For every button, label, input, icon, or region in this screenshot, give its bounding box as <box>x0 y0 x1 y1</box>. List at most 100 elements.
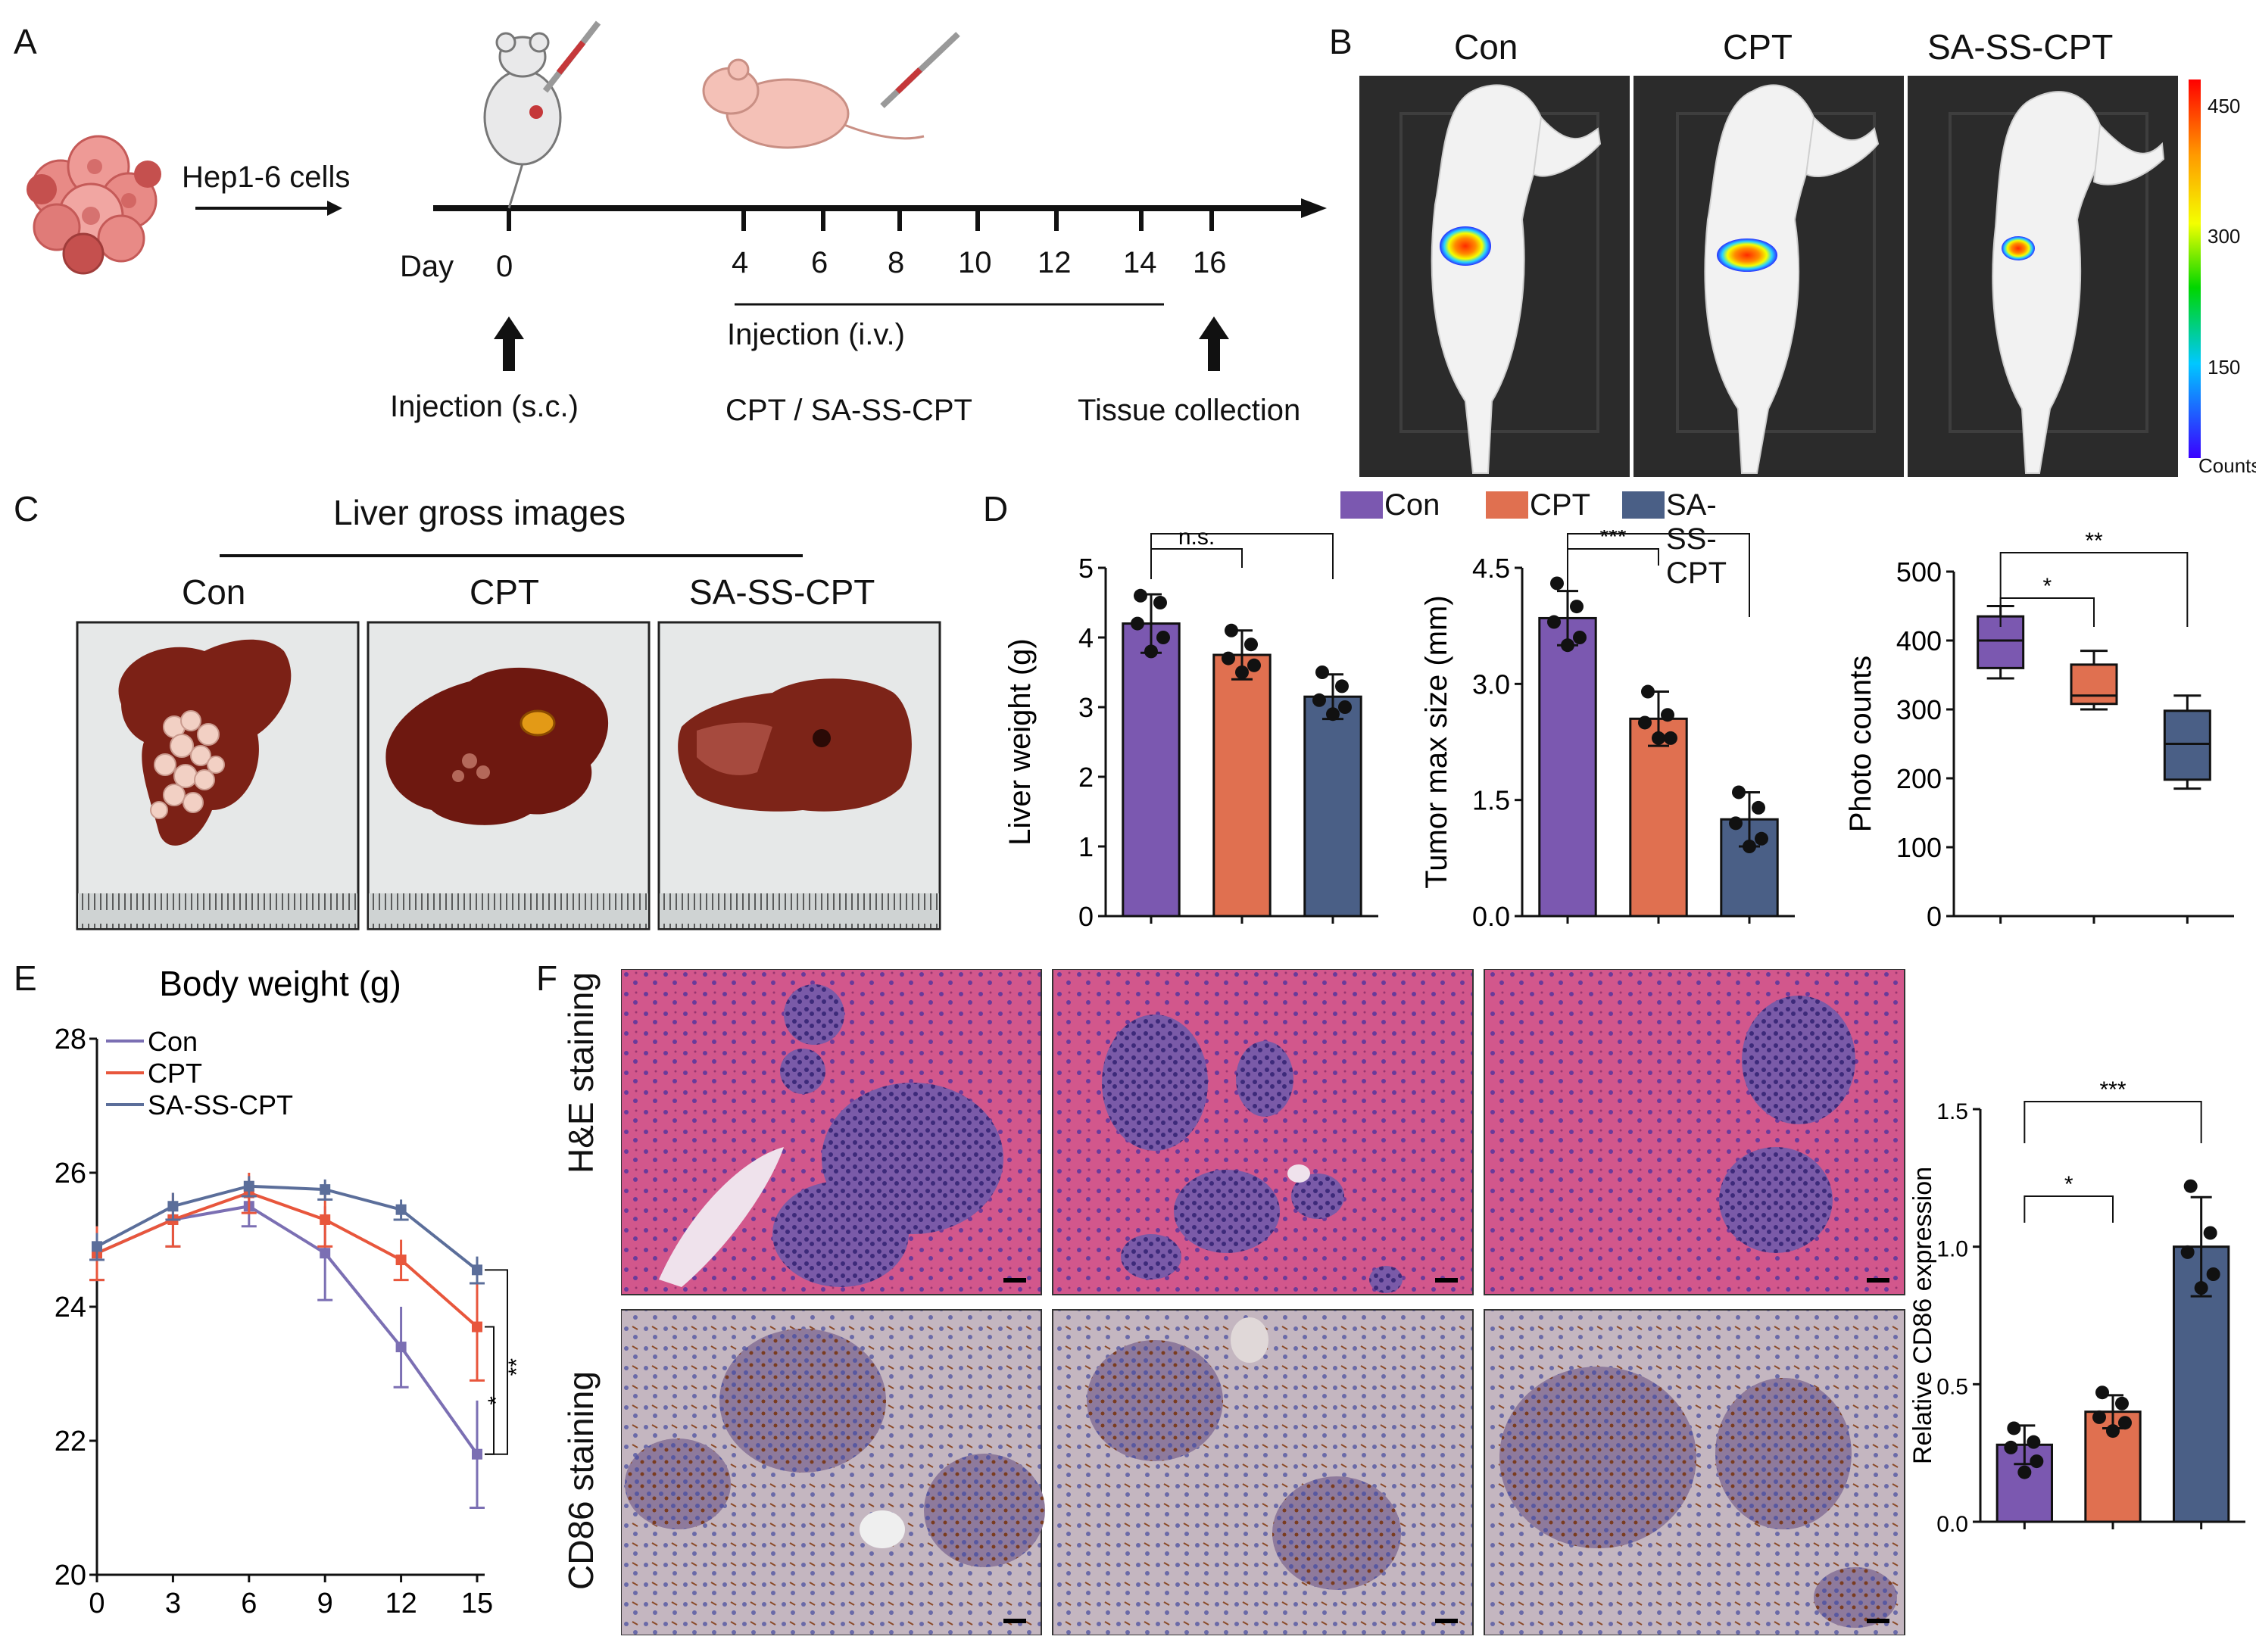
signal-cpt <box>1717 238 1777 272</box>
data-point <box>1641 684 1655 699</box>
data-point <box>1222 651 1235 665</box>
cd86-image-con <box>621 1309 1045 1635</box>
tumor-size-chart: 0.0 1.5 3.0 4.5 Tumor max size (mm) *** *** <box>1420 530 1795 932</box>
data-point <box>1315 665 1329 679</box>
day-tick: 0 <box>496 250 513 283</box>
colorbar-tick: 150 <box>2208 356 2241 379</box>
y-tick-label: 3 <box>1078 692 1094 723</box>
panel-label-c: C <box>14 489 39 528</box>
data-point <box>1664 731 1677 745</box>
significance-bracket <box>1150 533 1334 579</box>
he-image-sa-ss-cpt <box>1484 969 1905 1295</box>
day-tick: 14 <box>1123 246 1157 279</box>
body-weight-chart: Body weight (g) 20 22 24 26 28 0 3 6 9 12 15 ConCPTS… <box>55 964 529 1619</box>
y-tick-label: 400 <box>1896 625 1942 656</box>
data-point <box>395 1342 407 1353</box>
data-point <box>1335 679 1349 694</box>
row-label-he: H&E staining <box>561 972 601 1174</box>
data-point <box>2183 1179 2198 1193</box>
day-label: Day <box>400 250 454 283</box>
day-tick: 8 <box>888 246 905 279</box>
liver-weight-chart: 0 1 2 3 4 5 Liver weight (g) n.s. ** <box>1003 530 1378 932</box>
liver-photos <box>76 621 941 930</box>
y-tick-label: 2 <box>1078 762 1094 793</box>
y-tick-label: 200 <box>1896 763 1942 794</box>
legend-swatch-cpt <box>1486 491 1528 519</box>
series-line-sa-ss-cpt <box>96 1184 479 1271</box>
colorbar-tick: 300 <box>2208 225 2241 248</box>
data-point <box>243 1180 254 1192</box>
bar-cpt <box>1629 717 1688 918</box>
data-point <box>2115 1396 2129 1410</box>
significance-bracket <box>1567 533 1750 617</box>
imaging-group-label: Con <box>1454 27 1518 67</box>
legend-label: SA-SS-CPT <box>148 1089 293 1121</box>
data-point <box>2194 1281 2208 1295</box>
x-tick-label: 3 <box>165 1588 181 1619</box>
treatments-label: CPT / SA-SS-CPT <box>725 394 972 427</box>
legend-label: CPT <box>1530 488 1590 522</box>
data-point <box>1131 616 1144 631</box>
significance-label: * <box>2042 574 2052 599</box>
data-point <box>1550 576 1564 591</box>
tissue-collection-label: Tissue collection <box>1078 394 1301 427</box>
liver-group-label: SA-SS-CPT <box>689 572 875 612</box>
y-tick-label: 5 <box>1078 553 1094 584</box>
data-point <box>2206 1267 2220 1281</box>
imaging-group-label: CPT <box>1723 27 1793 67</box>
x-tick-label: 0 <box>89 1588 105 1619</box>
y-tick-label: 0 <box>1078 901 1094 932</box>
data-point <box>2017 1465 2032 1479</box>
injection-sc-label: Injection (s.c.) <box>390 390 579 423</box>
panel-c: Liver gross images Con CPT SA-SS-CPT <box>76 485 954 939</box>
panel-label-a: A <box>14 22 37 61</box>
y-axis-label: Relative CD86 expression <box>1908 1167 1937 1464</box>
panel-f: H&E staining CD86 staining <box>545 969 1908 1650</box>
data-point <box>2007 1421 2021 1435</box>
data-point <box>1144 644 1158 659</box>
chart-title: Body weight (g) <box>159 964 401 1003</box>
y-tick-label: 1.0 <box>1936 1237 1968 1262</box>
y-axis-label: Liver weight (g) <box>1003 638 1037 845</box>
significance-label: ** <box>2085 530 2103 553</box>
x-tick-label: 12 <box>385 1588 417 1619</box>
data-point <box>92 1241 102 1252</box>
bar-con <box>1538 616 1597 918</box>
significance-bracket <box>1999 552 2189 627</box>
box-sa-ss-cpt <box>2163 709 2211 781</box>
significance-label: *** <box>2099 1077 2126 1102</box>
data-point <box>2118 1416 2132 1430</box>
data-point <box>1752 800 1765 815</box>
data-point <box>2004 1440 2018 1454</box>
y-tick-label: 300 <box>1896 694 1942 725</box>
legend-label: SA-SS-CPT <box>1666 488 1727 590</box>
legend-label: CPT <box>148 1058 202 1089</box>
data-point <box>320 1184 331 1195</box>
he-image-con <box>621 969 1042 1295</box>
x-tick-label: 15 <box>461 1588 493 1619</box>
data-point <box>2180 1245 2195 1259</box>
colorbar <box>2189 79 2201 458</box>
cd86-image-sa-ss-cpt <box>1484 1309 1905 1635</box>
cell-cluster-icon <box>27 135 161 275</box>
significance-bracket <box>485 1326 495 1455</box>
y-tick-label: 26 <box>55 1158 86 1189</box>
y-tick-label: 20 <box>55 1560 86 1591</box>
significance-bracket <box>1567 548 1659 566</box>
data-point <box>1573 631 1587 644</box>
series-line-cpt <box>96 1191 479 1329</box>
significance-bracket <box>2024 1195 2114 1223</box>
signal-sa-ss-cpt <box>2002 236 2035 260</box>
significance-bracket <box>2024 1101 2202 1143</box>
liver-group-label: Con <box>182 572 246 612</box>
significance-label: * <box>2064 1172 2073 1197</box>
legend-swatch-con <box>1340 491 1383 519</box>
data-point <box>2030 1454 2044 1469</box>
y-tick-label: 1 <box>1078 831 1094 862</box>
data-point <box>1156 631 1170 644</box>
y-tick-label: 0.0 <box>1472 901 1510 932</box>
significance-label: ** <box>1233 530 1251 535</box>
data-point <box>2203 1226 2217 1240</box>
